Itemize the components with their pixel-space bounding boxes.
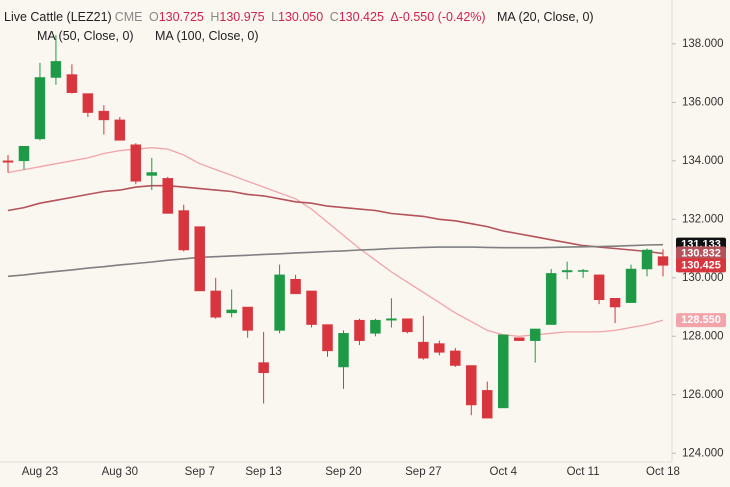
- candle-body: [114, 119, 126, 141]
- candle-body: [466, 365, 477, 406]
- y-tick-label: 134.000: [682, 155, 724, 167]
- ma-line: [7, 147, 664, 337]
- price-tag-label: 130.832: [681, 247, 721, 259]
- candle-body: [2, 160, 14, 163]
- candle-body: [561, 270, 573, 273]
- candle-body: [641, 249, 653, 270]
- candle-body: [434, 343, 445, 353]
- low-value: 130.050: [278, 10, 324, 24]
- candle-body: [194, 226, 205, 292]
- candle-body: [258, 362, 269, 374]
- high-label: H: [210, 10, 220, 24]
- candle-body: [242, 306, 253, 331]
- x-tick-label: Oct 11: [567, 466, 600, 478]
- open-label: O: [148, 10, 159, 24]
- legend-item: MA (100, Close, 0): [155, 29, 259, 43]
- x-tick-label: Aug 30: [102, 466, 138, 478]
- x-tick-label: Sep 13: [245, 466, 281, 478]
- candle-body: [34, 77, 46, 140]
- candle-body: [497, 334, 509, 409]
- price-tag: [676, 313, 726, 328]
- y-tick-label: 126.000: [682, 389, 724, 401]
- header: Live Cattle (LEZ21) CME O130.725 H130.975…: [4, 10, 489, 24]
- exchange: CME: [114, 10, 143, 24]
- candle-body: [354, 319, 365, 341]
- candle-body: [450, 350, 461, 366]
- candle-body: [418, 341, 429, 359]
- candle-body: [274, 274, 285, 331]
- change: Δ-0.550 (-0.42%): [390, 10, 486, 24]
- candle-body: [306, 290, 317, 325]
- candle-body: [338, 333, 349, 368]
- close-label: C: [329, 10, 339, 24]
- price-tag-label: 128.550: [681, 314, 721, 326]
- x-tick-label: Oct 18: [646, 466, 680, 478]
- candle-body: [545, 273, 557, 325]
- candle-body: [593, 274, 605, 300]
- candle-body: [66, 74, 78, 93]
- candle-body: [322, 324, 333, 352]
- high-value: 130.975: [219, 10, 265, 24]
- candle-body: [657, 256, 669, 266]
- open-value: 130.725: [158, 10, 204, 24]
- y-tick-label: 132.000: [682, 213, 724, 225]
- x-tick-label: Oct 4: [490, 466, 518, 478]
- x-tick-label: Sep 7: [185, 466, 215, 478]
- candle-body: [130, 144, 142, 182]
- x-tick-label: Sep 27: [405, 466, 441, 478]
- ma-line: [7, 243, 664, 278]
- candle-body: [98, 110, 110, 121]
- candle-body: [529, 328, 541, 341]
- candle-body: [625, 268, 637, 303]
- candle-body: [577, 270, 589, 272]
- candle-body: [513, 337, 525, 341]
- candle-body: [609, 298, 621, 308]
- legend-item: MA (50, Close, 0): [37, 29, 134, 43]
- y-tick-label: 136.000: [682, 96, 724, 108]
- candle-body: [18, 145, 30, 162]
- candle-body: [178, 210, 189, 251]
- y-tick-label: 130.000: [682, 272, 724, 284]
- close-value: 130.425: [338, 10, 384, 24]
- price-tag: [676, 246, 726, 261]
- price-tag: [676, 258, 726, 273]
- candle-body: [386, 318, 397, 321]
- x-tick-label: Aug 23: [22, 466, 58, 478]
- y-tick-label: 124.000: [682, 447, 724, 459]
- candle-body: [370, 319, 381, 334]
- price-tag-label: 130.425: [681, 259, 721, 271]
- symbol: Live Cattle (LEZ21): [4, 10, 112, 24]
- low-label: L: [271, 10, 279, 24]
- candle-body: [146, 172, 158, 176]
- legend-item: MA (20, Close, 0): [497, 10, 594, 24]
- candle-body: [290, 278, 301, 295]
- candle-body: [82, 93, 94, 113]
- candle-body: [50, 61, 62, 78]
- y-tick-label: 138.000: [682, 38, 724, 50]
- candle-body: [226, 309, 237, 314]
- x-tick-label: Sep 20: [325, 466, 361, 478]
- y-tick-label: 128.000: [682, 330, 724, 342]
- candle-body: [402, 318, 413, 333]
- candle-body: [482, 390, 493, 419]
- candle-body: [210, 290, 221, 318]
- candle-body: [162, 178, 174, 214]
- ma-line: [7, 184, 664, 255]
